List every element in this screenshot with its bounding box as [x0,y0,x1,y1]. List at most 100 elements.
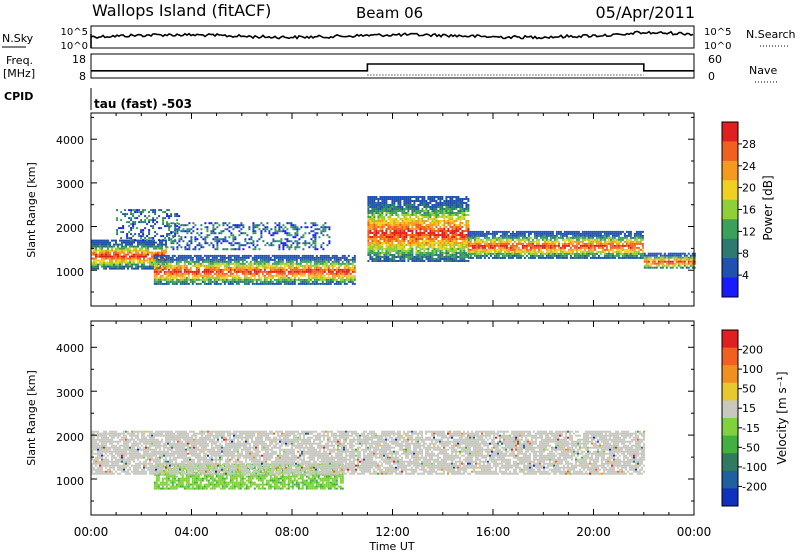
power-echo-cell [95,243,97,246]
power-echo-cell [251,264,254,267]
power-echo-cell [181,282,184,285]
power-echo-cell [144,215,147,218]
power-echo-cell [585,256,588,259]
power-echo-cell [247,264,250,267]
power-echo-cell [497,256,500,259]
power-echo-cell [281,268,284,271]
power-echo-cell [631,246,634,249]
power-echo-cell [257,276,260,279]
power-echo-cell [497,242,500,245]
power-echo-cell [433,218,436,220]
power-echo-cell [627,256,630,259]
power-echo-cell [141,249,143,252]
power-echo-cell [325,262,328,265]
power-echo-cell [481,244,484,247]
power-echo-cell [165,243,167,246]
power-echo-cell [393,250,396,252]
power-echo-cell [335,274,338,277]
power-echo-cell [279,280,282,283]
power-echo-cell [377,200,380,202]
power-echo-cell [158,239,161,242]
power-echo-cell [117,243,119,246]
power-echo-cell [150,225,153,228]
power-echo-cell [537,232,540,235]
power-echo-cell [289,254,292,257]
power-echo-cell [203,254,206,257]
power-echo-cell [499,250,502,253]
power-echo-cell [429,246,432,248]
power-echo-cell [178,235,181,238]
power-echo-cell [185,280,188,283]
power-echo-cell [195,264,198,267]
power-echo-cell [393,258,396,260]
power-echo-cell [153,254,156,257]
power-echo-cell [201,264,204,267]
power-echo-cell [449,260,452,262]
power-echo-cell [581,236,584,239]
power-echo-cell [227,254,230,257]
power-echo-cell [192,226,195,229]
power-echo-cell [633,236,636,239]
power-echo-cell [302,236,305,239]
power-echo-cell [603,250,606,253]
power-echo-cell [193,254,196,257]
power-echo-cell [441,256,444,258]
power-echo-cell [433,246,436,248]
power-echo-cell [385,202,388,204]
power-echo-cell [483,244,486,247]
power-echo-cell [629,252,632,255]
power-echo-cell [461,260,464,262]
power-echo-cell [585,252,588,255]
power-echo-cell [162,239,165,242]
power-echo-cell [161,282,164,285]
power-echo-cell [627,244,630,247]
power-echo-cell [302,234,305,237]
power-echo-cell [553,242,556,245]
power-echo-cell [163,264,166,267]
power-echo-cell [373,216,376,218]
power-echo-cell [415,250,418,252]
power-echo-cell [473,242,476,245]
power-echo-cell [525,230,528,233]
power-echo-cell [290,240,293,243]
power-echo-cell [317,258,320,261]
power-echo-cell [139,257,141,260]
power-echo-cell [173,274,176,277]
power-echo-cell [459,258,462,260]
power-echo-cell [294,224,297,227]
power-echo-cell [389,242,392,244]
power-echo-cell [152,219,155,222]
power-echo-cell [479,254,482,257]
power-echo-cell [383,210,386,212]
power-echo-cell [443,228,446,230]
power-echo-cell [249,276,252,279]
power-echo-cell [441,202,444,204]
power-echo-cell [99,247,101,250]
power-echo-cell [413,238,416,240]
power-echo-cell [391,210,394,212]
power-echo-cell [103,261,105,264]
power-echo-cell [457,196,460,198]
power-echo-cell [290,246,293,249]
power-echo-cell [327,272,330,275]
power-echo-cell [196,232,199,235]
power-echo-cell [491,240,494,243]
power-echo-cell [247,270,250,273]
power-echo-cell [531,250,534,253]
power-echo-cell [639,242,642,245]
power-echo-cell [579,244,582,247]
power-echo-cell [523,256,526,259]
power-echo-cell [123,259,125,262]
power-echo-cell [290,244,293,247]
power-echo-cell [401,220,404,222]
power-echo-cell [383,196,386,198]
power-echo-cell [449,206,452,208]
power-echo-cell [285,274,288,277]
power-echo-cell [401,228,404,230]
power-echo-cell [206,234,209,237]
power-echo-cell [188,248,191,251]
power-echo-cell [421,236,424,238]
power-echo-cell [443,256,446,258]
power-echo-cell [583,248,586,251]
power-echo-cell [521,242,524,245]
